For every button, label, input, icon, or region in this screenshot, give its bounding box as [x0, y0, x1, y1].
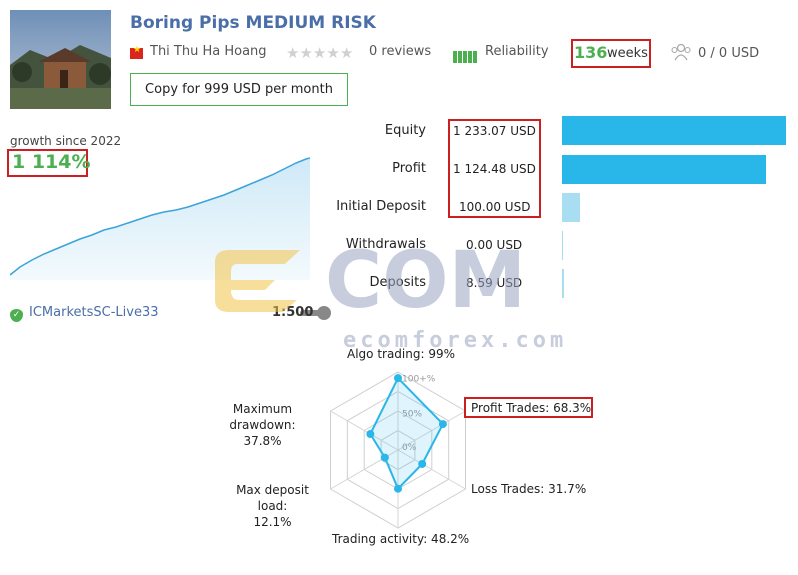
star-icon: ★ [299, 44, 313, 62]
svg-text:COM: COM [325, 236, 526, 326]
stat-bar-equity [562, 116, 786, 145]
stats-highlight-box [448, 119, 541, 218]
reliability-label: Reliability [485, 44, 549, 59]
broker-server[interactable]: ✓ ICMarketsSC-Live33 [10, 305, 158, 322]
star-icon: ★ [339, 44, 354, 62]
weeks-label: weeks [607, 46, 648, 61]
stat-bar-deposits [562, 269, 564, 298]
weeks-highlight-box [571, 39, 651, 68]
leverage-bar [300, 310, 330, 316]
growth-label: growth since 2022 [10, 134, 122, 148]
reviews-count[interactable]: 0 reviews [369, 44, 432, 59]
stat-value-initial-deposit: 100.00 USD [459, 200, 531, 214]
rating-stars: ★★★★★ [286, 44, 353, 62]
star-icon: ★ [286, 44, 300, 62]
radar-chart[interactable]: 100+% 50% 0% [320, 360, 480, 544]
stat-label-deposits: Deposits [369, 275, 426, 290]
growth-curve-line [9, 157, 311, 276]
radar-scale-label: 100+% [402, 374, 436, 384]
radar-data-polygon [369, 376, 445, 491]
stat-bar-withdrawals [562, 231, 563, 260]
stat-value-deposits: 8.59 USD [466, 276, 523, 290]
radar-axis-line [330, 410, 399, 451]
radar-label-profit-trades: Profit Trades: 68.3% [471, 401, 592, 415]
author-avatar[interactable] [10, 10, 111, 109]
signal-title[interactable]: Boring Pips MEDIUM RISK [130, 13, 376, 33]
stat-bar-initial-deposit [562, 193, 581, 222]
subscribers-icon [670, 42, 692, 66]
copy-signal-button[interactable]: Copy for 999 USD per month [130, 73, 348, 106]
stat-label-initial-deposit: Initial Deposit [336, 199, 426, 214]
star-icon: ★ [326, 44, 340, 62]
verified-shield-icon: ✓ [10, 309, 23, 322]
growth-highlight-box [7, 149, 88, 177]
radar-data-point [366, 430, 375, 439]
stat-value-equity: 1 233.07 USD [453, 124, 536, 138]
stat-label-equity: Equity [384, 123, 426, 138]
weeks-number: 136 [574, 43, 608, 62]
radar-label-max-deposit-load: Max deposit load: 12.1% [236, 483, 309, 529]
vietnam-flag-icon: ★ [130, 45, 143, 59]
leverage-handle [317, 306, 331, 320]
subscribers-value: 0 / 0 USD [698, 46, 760, 61]
stat-bar-profit [562, 155, 766, 184]
radar-scale-label: 50% [402, 410, 422, 420]
author-name[interactable]: Thi Thu Ha Hoang [150, 44, 267, 59]
radar-label-trading-activity: Trading activity: 48.2% [332, 532, 470, 546]
ecomforex-watermark: COM ecomforex.com [205, 222, 595, 356]
stat-value-withdrawals: 0.00 USD [466, 238, 523, 252]
growth-chart[interactable] [9, 155, 311, 284]
stat-label-withdrawals: Withdrawals [345, 237, 426, 252]
radar-data-point [380, 453, 389, 462]
radar-label-algo-trading: Algo trading: 99% [347, 347, 456, 361]
radar-axis-line [397, 410, 466, 451]
radar-data-point [438, 420, 447, 429]
radar-data-point [394, 374, 402, 383]
broker-server-label: ICMarketsSC-Live33 [29, 305, 159, 320]
radar-label-maximum-drawdown: Maximum drawdown: 37.8% [229, 402, 296, 448]
growth-value: 1 114% [12, 151, 91, 173]
star-icon: ★ [312, 44, 327, 62]
stat-label-profit: Profit [392, 161, 426, 176]
watermark-brand: ecomforex.com [343, 328, 567, 352]
profit-trades-highlight-box [464, 397, 593, 418]
stat-value-profit: 1 124.48 USD [453, 162, 536, 176]
radar-data-point [418, 459, 427, 468]
radar-scale-label: 0% [402, 443, 417, 453]
growth-curve-area [10, 158, 310, 280]
radar-label-loss-trades: Loss Trades: 31.7% [471, 482, 587, 496]
radar-data-point [394, 484, 402, 493]
radar-axis-line [397, 449, 466, 490]
reliability-bars-icon [453, 48, 478, 67]
